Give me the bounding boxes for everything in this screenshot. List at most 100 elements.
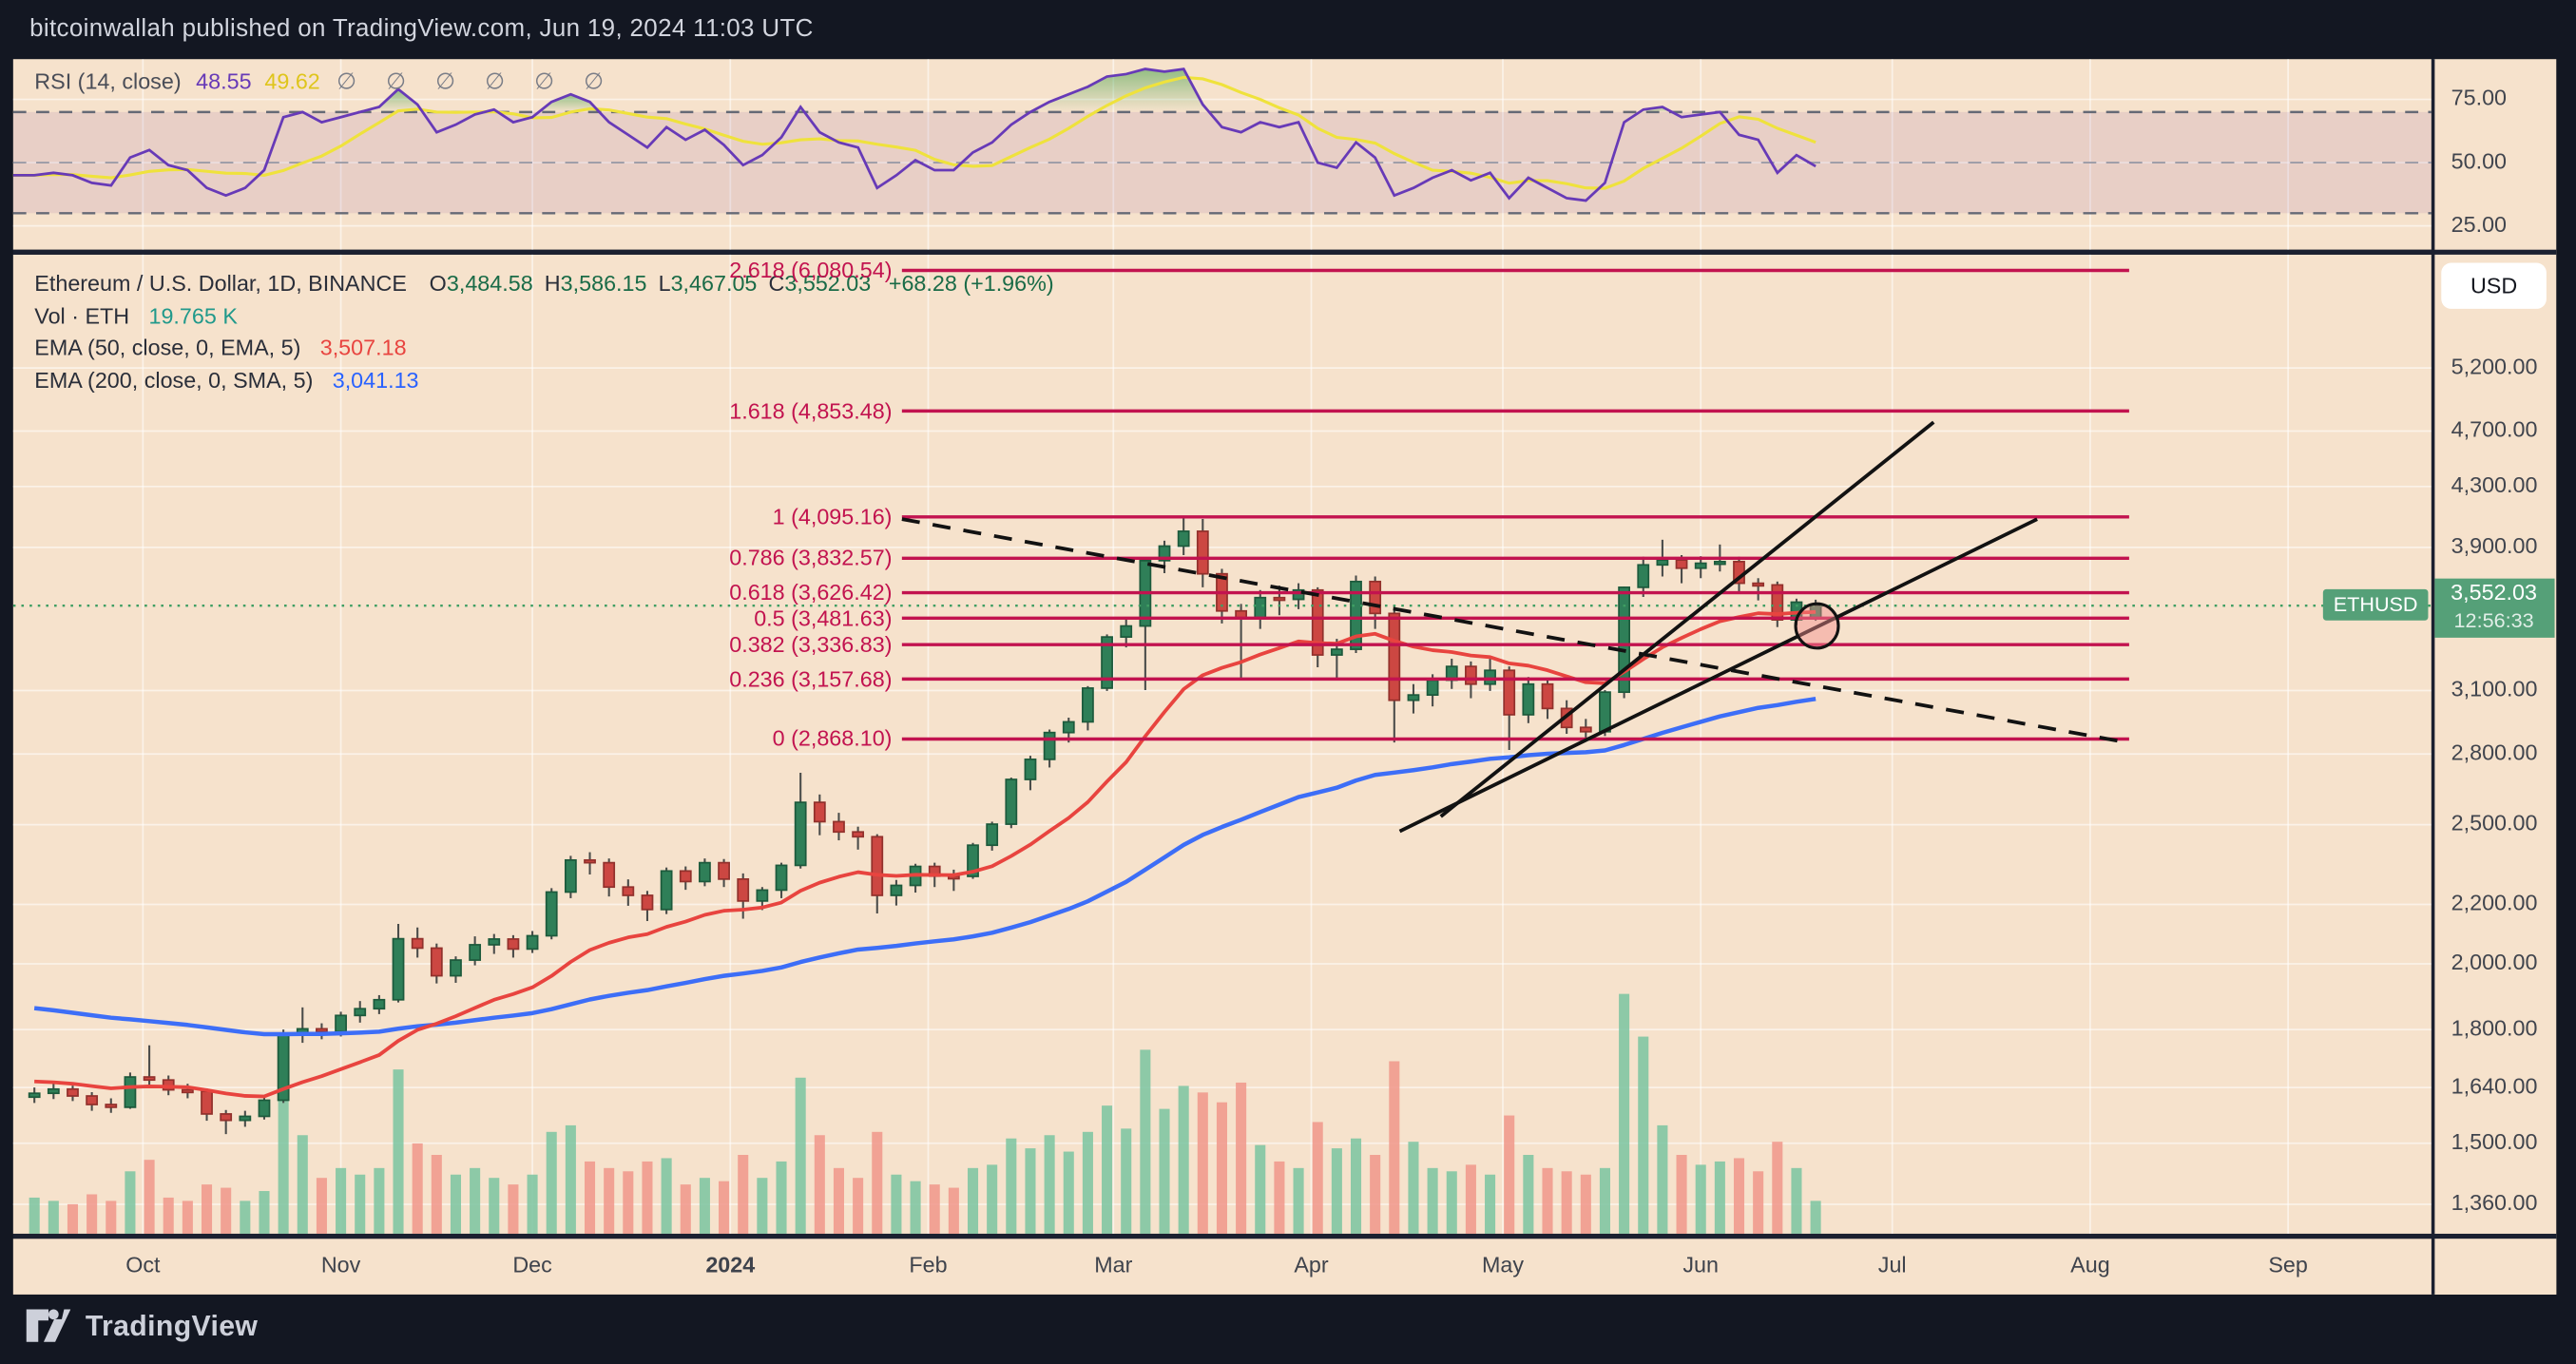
volume-bar — [1044, 1135, 1055, 1234]
volume-bar — [814, 1135, 825, 1234]
volume-bar — [125, 1171, 136, 1234]
volume-bar — [527, 1174, 538, 1234]
channel-upper[interactable] — [1439, 420, 1935, 818]
ema200-value: 3,041.13 — [332, 367, 419, 393]
price-axis-label: 1,360.00 — [2451, 1190, 2538, 1215]
candle-body — [181, 1088, 194, 1094]
volume-bar — [1638, 1036, 1649, 1234]
candle-body — [603, 861, 616, 889]
volume-bar — [891, 1174, 902, 1234]
candle-body — [871, 836, 884, 896]
rsi-legend: RSI (14, close) 48.55 49.62 ∅ ∅ ∅ ∅ ∅ ∅ — [34, 67, 615, 95]
time-axis-label: Dec — [512, 1253, 552, 1278]
candle-body — [373, 998, 386, 1010]
candle-body — [1541, 682, 1554, 710]
price-axis-label: 1,800.00 — [2451, 1015, 2538, 1040]
candle-body — [890, 884, 903, 896]
rsi-axis-label: 50.00 — [2451, 148, 2507, 173]
rsi-line — [12, 67, 1817, 202]
candle-body — [545, 891, 558, 937]
volume-bar — [201, 1184, 213, 1234]
time-axis-label: Jul — [1878, 1253, 1907, 1278]
price-axis-label: 1,500.00 — [2451, 1129, 2538, 1154]
volume-bar — [1236, 1082, 1247, 1234]
fib-label: 0.618 (3,626.42) — [729, 580, 893, 605]
volume-bar — [316, 1178, 327, 1234]
descending-resistance-dashed[interactable] — [901, 517, 2128, 745]
volume-bar — [719, 1181, 730, 1234]
candle-body — [1503, 669, 1516, 716]
usd-button[interactable] — [2441, 262, 2547, 309]
candle-body — [1196, 530, 1209, 575]
volume-bar — [470, 1167, 481, 1234]
volume-bar — [1810, 1201, 1821, 1234]
rsi-panel-bg — [12, 59, 2432, 250]
volume-bar — [1063, 1151, 1074, 1234]
ohlc-value: 3,484.58 — [446, 271, 533, 297]
ema50-row: EMA (50, close, 0, EMA, 5) 3,507.18 — [34, 332, 1053, 364]
volume-bar — [604, 1167, 615, 1234]
candle-body — [852, 831, 865, 838]
candle-body — [1101, 636, 1113, 689]
price-axis-label: 2,200.00 — [2451, 891, 2538, 915]
volume-bar — [1580, 1174, 1591, 1234]
candle-body — [143, 1076, 156, 1082]
highlight-circle[interactable] — [1794, 602, 1840, 650]
candle-body — [392, 937, 405, 1001]
volume-bar — [182, 1201, 193, 1234]
volume-bar — [948, 1187, 959, 1234]
price-axis-label: 4,300.00 — [2451, 472, 2538, 497]
volume-bar — [355, 1174, 366, 1234]
volume-bar — [1025, 1148, 1036, 1234]
candle-body — [794, 801, 807, 867]
volume-bar — [738, 1155, 749, 1234]
candle-body — [450, 959, 462, 977]
candle-body — [1005, 778, 1018, 825]
candle-body — [986, 823, 999, 847]
candle-body — [47, 1087, 60, 1095]
ohlc-key: L — [658, 271, 671, 297]
channel-lower[interactable] — [1398, 517, 2038, 834]
rsi-legend-title: RSI (14, close) — [34, 68, 182, 94]
volume-bar — [1599, 1167, 1610, 1234]
candle-body — [1158, 545, 1171, 562]
volume-bar — [910, 1181, 921, 1234]
rsi-value: 48.55 — [196, 68, 252, 94]
volume-bar — [680, 1184, 691, 1234]
candle-body — [641, 894, 654, 911]
candle-body — [1484, 669, 1496, 685]
symbol-price-tag-label: ETHUSD — [2334, 592, 2418, 616]
usd-button-label: USD — [2470, 274, 2517, 298]
candle-body — [526, 934, 539, 951]
volume-bar — [1274, 1161, 1285, 1234]
volume-bar — [67, 1203, 79, 1234]
volume-bar — [1197, 1092, 1208, 1234]
rsi-signal-value: 49.62 — [264, 68, 320, 94]
candle-body — [1120, 624, 1133, 638]
symbol-title[interactable]: Ethereum / U.S. Dollar, 1D, BINANCE — [34, 271, 407, 297]
ohlc-value: 3,467.05 — [670, 271, 758, 297]
last-price-badge — [2434, 578, 2555, 638]
bar-countdown: 12:56:33 — [2454, 608, 2534, 632]
candle-body — [1713, 560, 1726, 566]
tradingview-brand[interactable]: TradingView — [26, 1309, 259, 1343]
volume-bar — [1006, 1138, 1017, 1234]
volume-bar — [546, 1131, 557, 1234]
volume-bar — [450, 1174, 462, 1234]
candle-body — [1618, 586, 1631, 694]
time-axis-label: Sep — [2268, 1253, 2308, 1278]
candle-body — [1656, 559, 1669, 567]
volume-bar — [1676, 1155, 1687, 1234]
panel-separator[interactable] — [12, 249, 2557, 255]
candle-body — [1388, 612, 1401, 701]
price-axis-label: 1,640.00 — [2451, 1073, 2538, 1098]
volume-bar — [1312, 1122, 1323, 1234]
time-axis-bg[interactable] — [12, 1239, 2557, 1295]
volume-bar — [1159, 1108, 1170, 1234]
time-axis-label: Aug — [2070, 1253, 2110, 1278]
volume-bar — [278, 1088, 289, 1234]
volume-value: 19.765 K — [148, 302, 238, 328]
volume-bar — [508, 1184, 519, 1234]
volume-bar — [412, 1143, 423, 1234]
